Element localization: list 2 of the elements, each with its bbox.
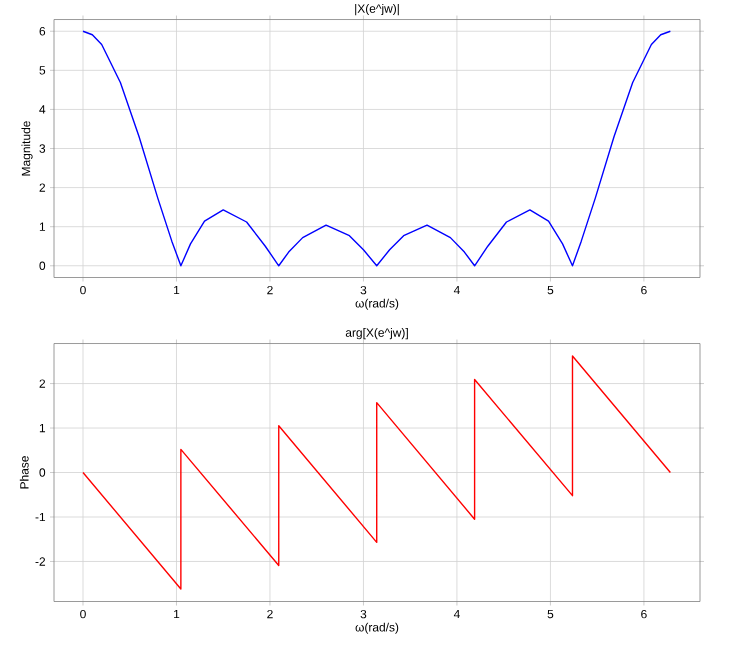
line-series [82,355,672,590]
line-series [82,30,672,267]
